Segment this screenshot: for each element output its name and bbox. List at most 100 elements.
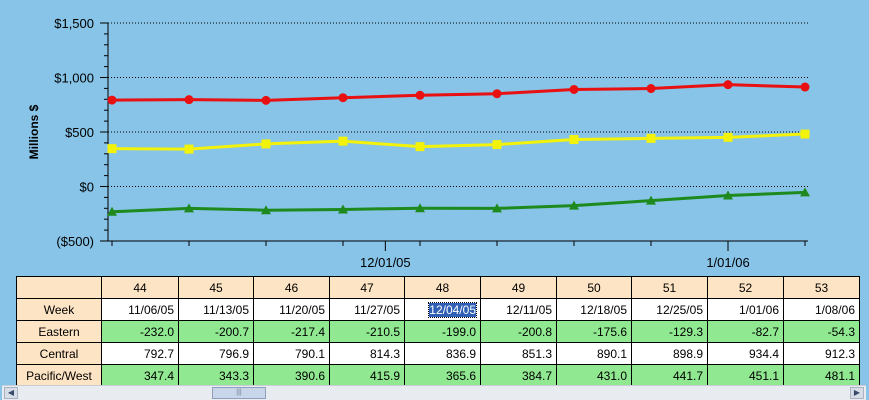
value-cell[interactable]: 814.3: [329, 342, 405, 365]
value-cell[interactable]: 851.3: [480, 342, 557, 365]
date-cell[interactable]: 11/13/05: [178, 298, 254, 321]
row-label[interactable]: Eastern: [16, 320, 102, 343]
data-point: [492, 89, 502, 99]
value-cell-text: -210.5: [365, 324, 400, 339]
value-cell[interactable]: 343.3: [178, 364, 254, 387]
data-table: 44 45 46 47 48 49 50 51 52 53 Week 11/06/05 11/13/05…: [16, 276, 860, 387]
week-number-cell[interactable]: 53: [783, 276, 860, 299]
horizontal-scrollbar[interactable]: ◀ ||| ▶: [2, 385, 866, 400]
value-cell[interactable]: 441.7: [631, 364, 708, 387]
date-cell[interactable]: 12/18/05: [556, 298, 632, 321]
arrow-right-icon: ▶: [853, 388, 861, 397]
axes: $1,500 $1,000 $500 $0 ($500) 12/01/05 1/01/06: [54, 16, 808, 270]
value-cell[interactable]: -210.5: [329, 320, 405, 343]
row-label[interactable]: Central: [16, 342, 102, 365]
week-number-cell-text: 52: [738, 280, 753, 295]
series-line-eastern: [111, 190, 806, 214]
week-number-cell[interactable]: 48: [404, 276, 481, 299]
scroll-right-button[interactable]: ▶: [850, 387, 864, 399]
value-cell[interactable]: 890.1: [556, 342, 632, 365]
date-cell[interactable]: 12/11/05: [480, 298, 557, 321]
date-cell-text: 11/13/05: [203, 302, 249, 317]
value-cell[interactable]: 792.7: [101, 342, 179, 365]
row-label[interactable]: Pacific/West: [16, 364, 102, 387]
value-cell[interactable]: -199.0: [404, 320, 481, 343]
value-cell[interactable]: -54.3: [783, 320, 860, 343]
date-cell[interactable]: 11/27/05: [329, 298, 405, 321]
date-cell[interactable]: 11/20/05: [253, 298, 330, 321]
date-cell-text: 1/01/06: [738, 302, 779, 317]
data-point: [338, 136, 348, 146]
value-cell-text: 431.0: [596, 368, 627, 383]
value-cell-text: 481.1: [824, 368, 855, 383]
value-cell-text: 792.7: [143, 346, 174, 361]
week-number-cell[interactable]: 46: [253, 276, 330, 299]
value-cell[interactable]: -175.6: [556, 320, 632, 343]
value-cell[interactable]: 481.1: [783, 364, 860, 387]
value-cell[interactable]: 365.6: [404, 364, 481, 387]
data-point: [184, 95, 194, 105]
value-cell[interactable]: -200.8: [480, 320, 557, 343]
date-cell[interactable]: 1/01/06: [707, 298, 784, 321]
data-point: [107, 144, 117, 154]
date-cell[interactable]: 1/08/06: [783, 298, 860, 321]
value-cell-text: 912.3: [824, 346, 855, 361]
week-number-cell[interactable]: 52: [707, 276, 784, 299]
value-cell[interactable]: 415.9: [329, 364, 405, 387]
value-cell[interactable]: -232.0: [101, 320, 179, 343]
week-number-cell[interactable]: 45: [178, 276, 254, 299]
value-cell-text: 384.7: [521, 368, 552, 383]
date-cell[interactable]: 11/06/05: [101, 298, 179, 321]
table-row: Pacific/West 347.4 343.3 390.6 415.9 365.6 384…: [16, 364, 860, 387]
x-date-label: 12/01/05: [360, 255, 411, 270]
data-point: [338, 93, 348, 103]
value-cell[interactable]: -82.7: [707, 320, 784, 343]
value-cell[interactable]: 934.4: [707, 342, 784, 365]
y-tick-label: ($500): [56, 234, 94, 249]
data-point: [800, 129, 810, 139]
week-number-cell-text: 44: [133, 280, 147, 295]
week-number-cell[interactable]: 49: [480, 276, 557, 299]
series-line-central: [111, 83, 806, 102]
week-number-cell[interactable]: 51: [631, 276, 708, 299]
line-chart: $1,500$1,000$500$0($500)12/01/05 1/01/06 …: [27, 16, 810, 270]
value-cell[interactable]: 898.9: [631, 342, 708, 365]
value-cell[interactable]: 790.1: [253, 342, 330, 365]
x-date-label: 1/01/06: [706, 255, 749, 270]
value-cell[interactable]: 431.0: [556, 364, 632, 387]
week-number-cell[interactable]: 44: [101, 276, 179, 299]
value-cell[interactable]: 836.9: [404, 342, 481, 365]
table-header-row: 44 45 46 47 48 49 50 51 52 53: [16, 276, 860, 299]
y-tick-label: $500: [65, 125, 94, 140]
week-number-cell[interactable]: 47: [329, 276, 405, 299]
value-cell[interactable]: -129.3: [631, 320, 708, 343]
date-cell[interactable]: 12/04/05: [404, 298, 481, 321]
data-point: [261, 95, 271, 105]
value-cell[interactable]: 384.7: [480, 364, 557, 387]
value-cell[interactable]: 390.6: [253, 364, 330, 387]
value-cell[interactable]: 796.9: [178, 342, 254, 365]
date-cell[interactable]: 12/25/05: [631, 298, 708, 321]
data-point: [723, 190, 733, 200]
data-point: [184, 144, 194, 154]
data-point: [184, 203, 194, 213]
value-cell[interactable]: 451.1: [707, 364, 784, 387]
value-cell-text: 814.3: [369, 346, 400, 361]
value-cell[interactable]: 912.3: [783, 342, 860, 365]
week-number-cell[interactable]: 50: [556, 276, 632, 299]
value-cell[interactable]: 347.4: [101, 364, 179, 387]
row-label-week[interactable]: Week: [16, 298, 102, 321]
scrollbar-thumb[interactable]: |||: [212, 387, 266, 399]
value-cell-text: 851.3: [521, 346, 552, 361]
data-point: [107, 95, 117, 105]
data-point: [800, 187, 810, 197]
week-number-cell-text: 51: [662, 280, 677, 295]
scroll-left-button[interactable]: ◀: [4, 387, 18, 399]
data-point: [415, 90, 425, 100]
value-cell-text: -200.8: [517, 324, 552, 339]
value-cell-text: 347.4: [143, 368, 174, 383]
value-cell[interactable]: -200.7: [178, 320, 254, 343]
corner-cell[interactable]: [16, 276, 102, 299]
data-point: [723, 80, 733, 90]
value-cell[interactable]: -217.4: [253, 320, 330, 343]
